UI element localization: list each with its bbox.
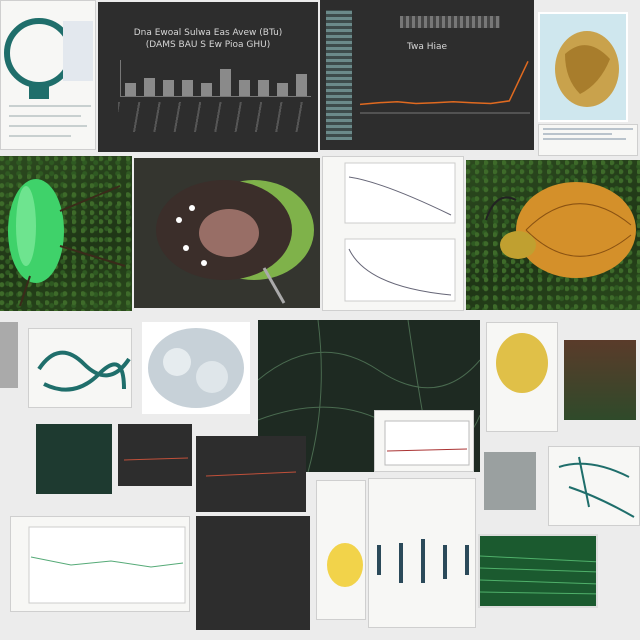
bar-chart-subtitle: (DAMS BAU S Ew Pioa GHU) — [145, 40, 271, 50]
curve-plots-panel — [322, 156, 464, 311]
line-chart-title: Twa Hiae — [406, 42, 448, 52]
bottom-line-chart-plot — [28, 526, 186, 604]
forest-photo-panel — [564, 340, 636, 420]
bar-mark — [239, 80, 250, 96]
yellow-specimen-panel — [486, 322, 558, 432]
line-series — [360, 60, 529, 106]
yellow-specimen-figure — [496, 333, 548, 393]
table-figure — [327, 543, 363, 587]
bar-mark — [201, 82, 212, 96]
bar-mark — [296, 73, 307, 96]
white-chart-plot — [384, 420, 470, 466]
bar-chart-panel: Dna Ewoal Sulwa Eas Avew (BTu) (DAMS BAU… — [98, 2, 318, 152]
bar-mark — [277, 82, 288, 96]
crystal-cluster-figure — [148, 328, 244, 408]
left-thumbnail — [0, 322, 18, 388]
green-stripes-panel — [478, 534, 598, 608]
dark-graph-panel-1 — [118, 424, 192, 486]
shell-beetle-figure — [156, 180, 314, 304]
diagram-panel-circle — [0, 0, 96, 150]
bar-chart-title: Dna Ewoal Sulwa Eas Avew (BTu) — [133, 28, 283, 38]
amber-beetle-figure — [485, 182, 636, 278]
bar-mark — [144, 78, 155, 96]
specimen-figure — [555, 31, 619, 107]
line-chart-plot — [360, 60, 530, 114]
branch-diagram-figure — [558, 456, 635, 518]
crystal-cluster-panel — [142, 322, 250, 414]
bar-mark — [258, 80, 269, 96]
bar-mark — [220, 69, 231, 96]
dark-graph-panel-2 — [196, 436, 306, 512]
bottom-line-chart-panel — [10, 516, 190, 612]
bar-mark — [182, 80, 193, 96]
bar-mark — [125, 82, 136, 96]
dark-graph-1-plot — [123, 457, 189, 461]
decay-curves-figure — [344, 162, 456, 302]
branch-diagram-panel — [548, 446, 640, 526]
line-chart-legend-strip — [326, 10, 352, 140]
bar-grid-panel — [368, 478, 476, 628]
table-panel — [316, 480, 366, 620]
green-beetle-figure — [8, 179, 126, 307]
green-graph-panel-1 — [36, 424, 112, 494]
dark-graph-panel-3 — [196, 516, 310, 630]
green-stripes-figure — [480, 555, 596, 595]
metal-object-panel — [484, 452, 536, 510]
bar-chart-tick-labels — [118, 102, 308, 132]
green-beetle-panel — [0, 156, 132, 311]
network-diagram-figure — [37, 350, 131, 392]
specimen-photo-panel — [538, 12, 628, 122]
bar-mark — [163, 80, 174, 96]
line-chart-panel: Twa Hiae — [320, 0, 534, 150]
network-diagram-panel — [28, 328, 132, 408]
specimen-caption — [538, 124, 638, 156]
shell-beetle-panel — [134, 158, 320, 308]
bar-plot-area — [120, 60, 311, 97]
amber-beetle-panel — [466, 160, 640, 310]
line-chart-header — [400, 16, 500, 28]
white-chart-panel — [374, 410, 474, 472]
circle-diagram-figure — [4, 18, 93, 137]
dark-graph-2-plot — [205, 471, 297, 477]
bar-grid-figure — [377, 539, 469, 583]
